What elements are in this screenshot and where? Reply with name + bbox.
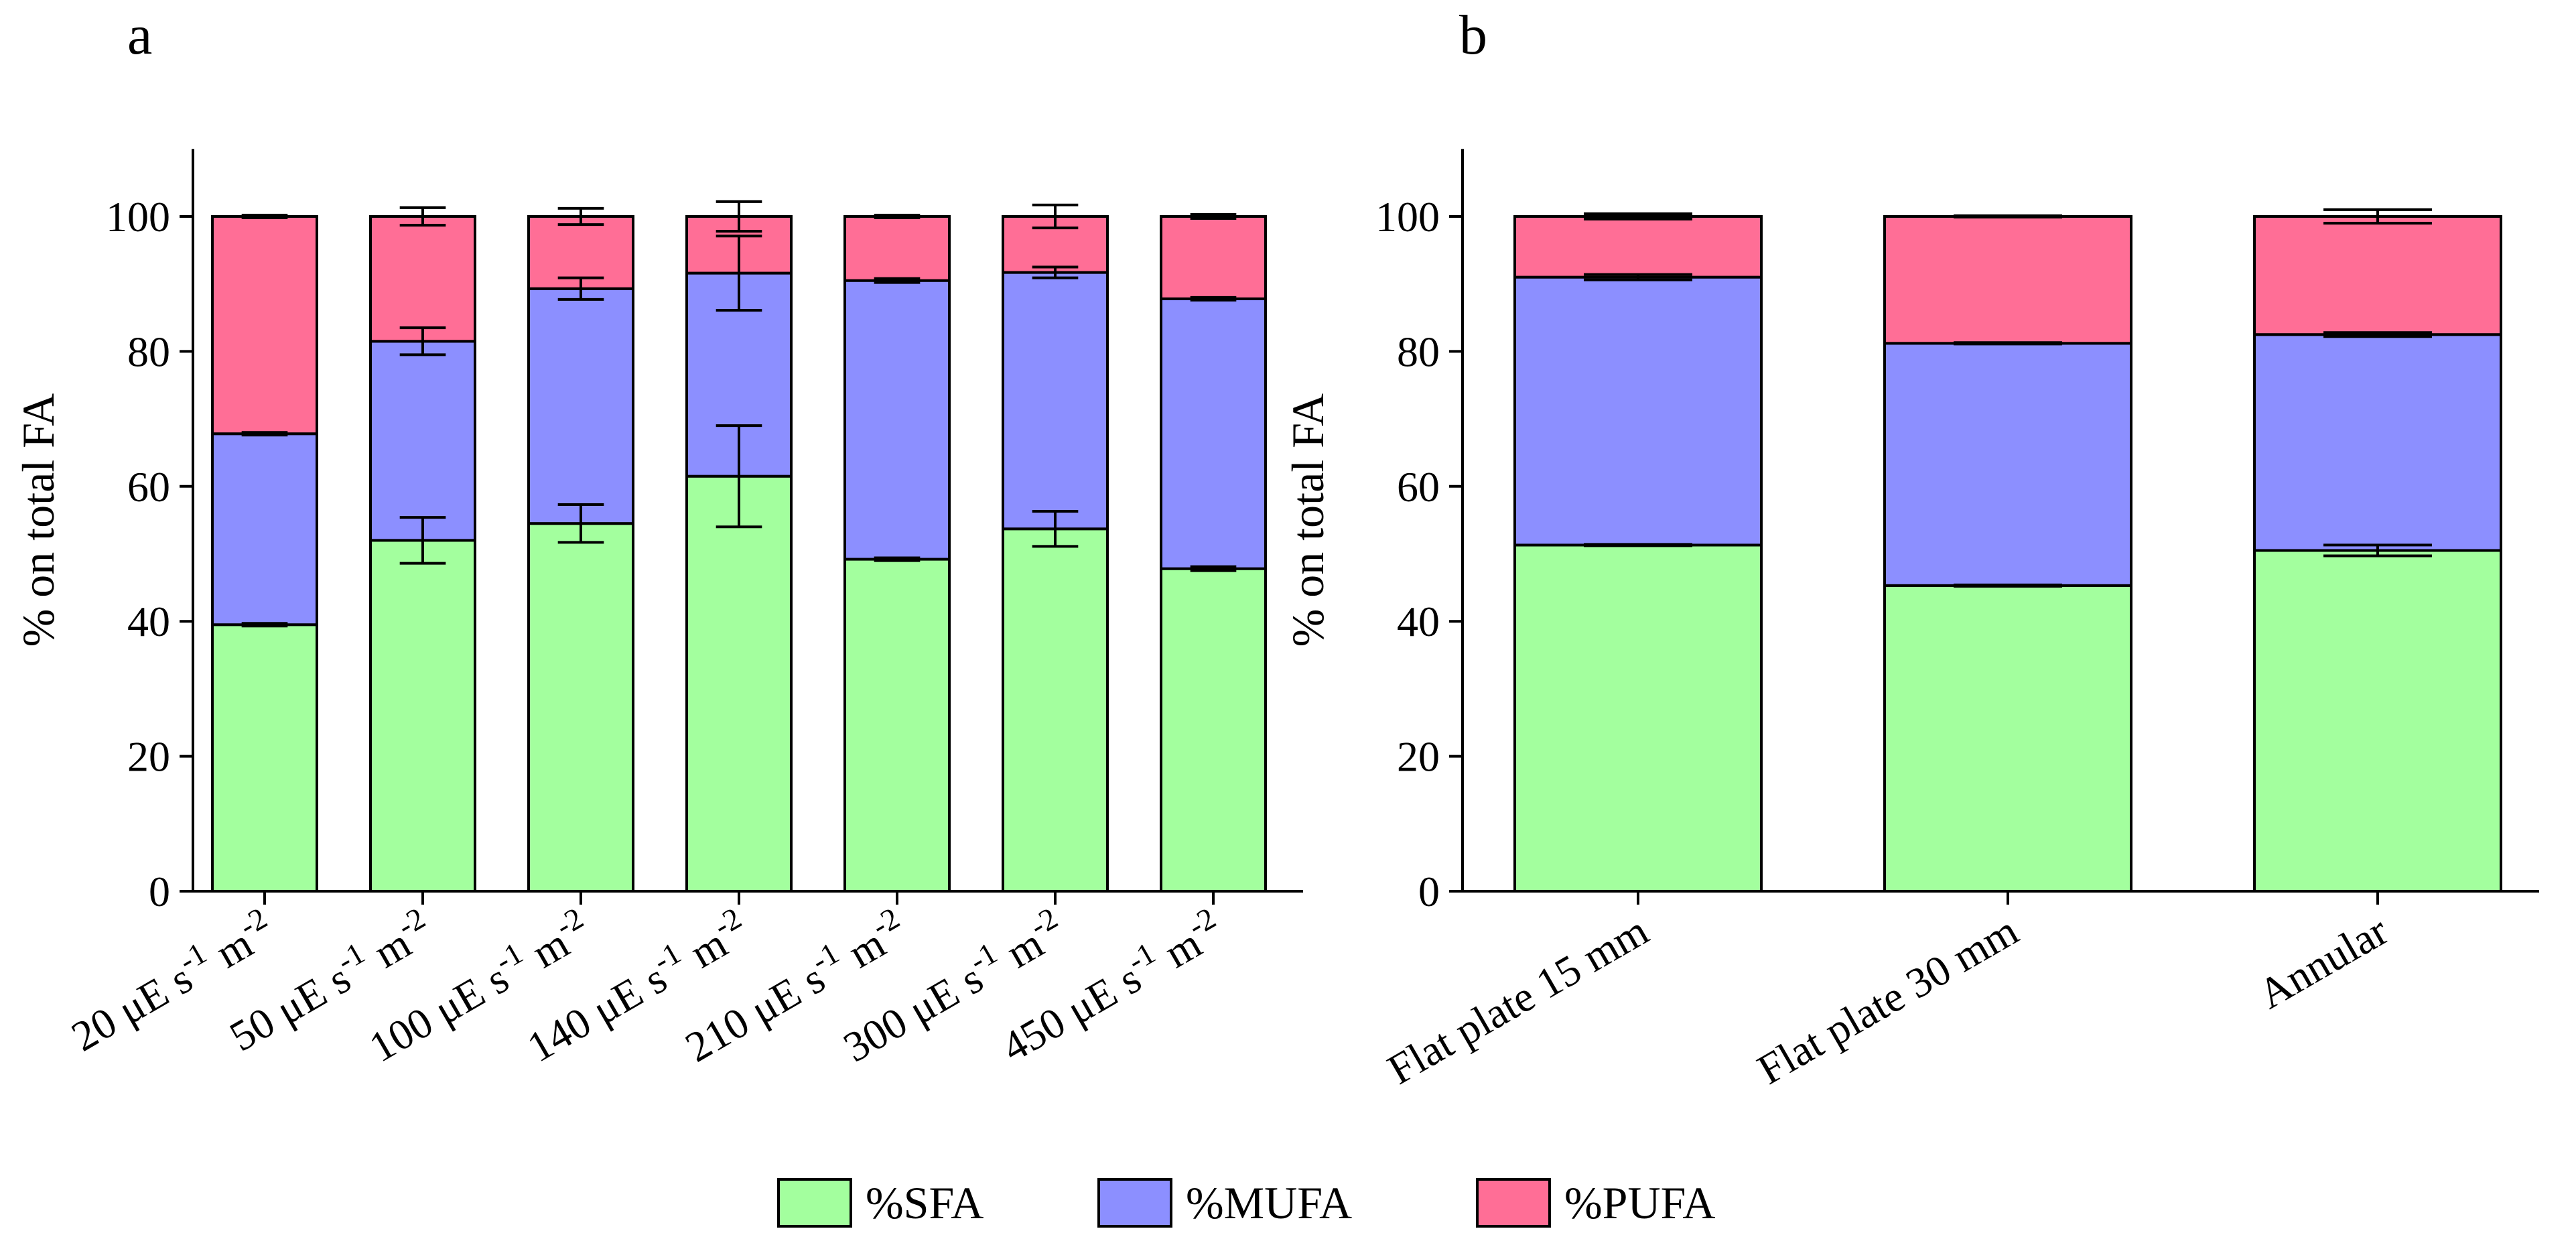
bar-pufa [1513,215,1763,279]
panel-label: b [1459,4,1487,66]
bar-pufa [2253,215,2502,336]
legend-swatch [1097,1178,1172,1228]
error-bar-pufa [1584,212,1692,221]
error-bar-pufa [1032,203,1079,230]
error-bar-sfa [557,503,604,544]
error-bar-pufa [716,200,762,233]
error-bar-mufa [716,235,762,312]
bar-pufa [211,215,318,436]
error-bar-sfa [1190,565,1237,572]
error-bar-sfa [1584,543,1692,547]
error-bar-sfa [2323,543,2432,558]
error-bar-pufa [1954,214,2062,219]
error-bar-pufa [1190,212,1237,220]
bar-stack [369,215,476,893]
y-axis-title: % on total FA [1282,393,1333,647]
error-bar-mufa [241,431,288,437]
bar-sfa [1002,527,1109,893]
error-bar-mufa [557,276,604,301]
error-bar-mufa [874,277,921,284]
bar-pufa [369,215,476,343]
bar-mufa [1513,275,1763,547]
error-bar-sfa [716,424,762,529]
error-bar-pufa [2323,208,2432,225]
y-tick-label: 80 [1397,328,1440,375]
y-tick-label: 40 [127,598,170,645]
error-bar-pufa [874,213,921,220]
error-bar-sfa [1032,510,1079,548]
bar-sfa [527,522,634,893]
bar-stack [1160,215,1267,893]
error-bar-sfa [1954,583,2062,588]
bar-mufa [843,279,951,561]
error-bar-mufa [2323,331,2432,338]
bar-stack [843,215,951,893]
legend-label: %SFA [866,1177,984,1228]
bar-stack [1883,215,2132,893]
error-bar-mufa [1584,273,1692,281]
bar-sfa [2253,549,2502,893]
error-bar-mufa [1032,265,1079,279]
bar-mufa [1002,271,1109,531]
y-tick-label: 60 [1397,463,1440,511]
legend-item-mufa: %MUFA [1097,1177,1352,1228]
bar-sfa [211,623,318,893]
legend-swatch [1476,1178,1551,1228]
bar-stack [1002,215,1109,893]
bar-pufa [843,215,951,282]
legend-label: %PUFA [1564,1177,1715,1228]
panel-label: a [127,4,152,66]
y-tick-label: 80 [127,328,170,375]
bar-sfa [1160,567,1267,893]
bar-mufa [211,432,318,627]
bar-stack [1513,215,1763,893]
bar-sfa [843,558,951,893]
y-tick-label: 20 [127,733,170,781]
y-tick-label: 100 [106,193,170,241]
x-tick-label: Annular [2250,907,2396,1018]
error-bar-pufa [399,206,446,227]
error-bar-sfa [399,516,446,565]
chart-panel-b: b % on total FA 0 20 40 60 80 100 Flat plate 15 … [1282,4,2539,1094]
bar-stack [211,215,318,893]
error-bar-pufa [557,206,604,226]
bar-pufa [1160,215,1267,300]
bar-sfa [1513,543,1763,893]
bar-mufa [1883,342,2132,587]
y-tick-label: 60 [127,463,170,511]
bar-sfa [685,474,793,893]
bar-mufa [1160,297,1267,570]
bar-mufa [2253,333,2502,552]
error-bar-mufa [399,326,446,356]
bar-pufa [1883,215,2132,345]
bar-stack [685,215,793,893]
error-bar-mufa [1954,341,2062,346]
y-tick-label: 20 [1397,733,1440,781]
bar-stack [527,215,634,893]
bar-mufa [527,287,634,525]
y-tick-label: 0 [149,868,170,915]
x-tick-label: Flat plate 15 mm [1379,907,1656,1094]
y-tick-label: 0 [1418,868,1440,915]
legend-item-pufa: %PUFA [1476,1177,1715,1228]
legend-swatch [777,1178,852,1228]
error-bar-sfa [241,622,288,628]
error-bar-mufa [1190,296,1237,302]
legend-item-sfa: %SFA [777,1177,984,1228]
y-tick-label: 40 [1397,598,1440,645]
y-tick-label: 100 [1375,193,1440,241]
legend-label: %MUFA [1186,1177,1352,1228]
legend: %SFA %MUFA %PUFA [777,1177,1715,1228]
error-bar-sfa [874,556,921,562]
bar-mufa [369,340,476,542]
bar-sfa [369,539,476,893]
x-tick-label: Flat plate 30 mm [1749,907,2026,1094]
y-axis-title: % on total FA [13,393,64,647]
bar-sfa [1883,584,2132,893]
error-bar-pufa [241,213,288,220]
